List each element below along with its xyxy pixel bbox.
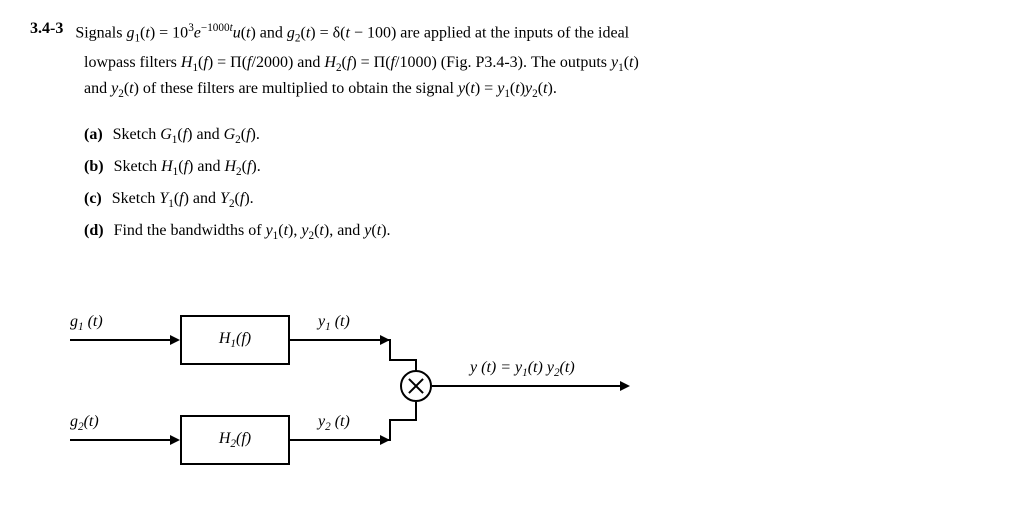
subpart-d-label: (d)	[84, 222, 104, 239]
h2-label: H2(f)	[219, 430, 251, 450]
output-line	[432, 385, 622, 387]
y2-line	[290, 439, 390, 441]
subpart-b-text: Sketch H1(f) and H2(f).	[114, 158, 261, 175]
problem-text-line2: lowpass filters H1(f) = Π(f/2000) and H2…	[84, 51, 994, 77]
filter-box-h1: H1(f)	[180, 315, 290, 365]
subpart-d: (d) Find the bandwidths of y1(t), y2(t),…	[84, 219, 994, 245]
output-label: y (t) = y1(t) y2(t)	[470, 359, 575, 379]
subpart-b-label: (b)	[84, 158, 104, 175]
g1-input-line	[70, 339, 170, 341]
y1-to-mult-hor	[389, 359, 417, 361]
block-diagram: g1 (t) H1(f) y1 (t) g2(t) H2(f) y2 (t) y…	[70, 305, 670, 485]
problem-number: 3.4-3	[30, 20, 63, 38]
filter-box-h2: H2(f)	[180, 415, 290, 465]
subpart-c-label: (c)	[84, 190, 102, 207]
subpart-d-text: Find the bandwidths of y1(t), y2(t), and…	[114, 222, 391, 239]
subpart-b: (b) Sketch H1(f) and H2(f).	[84, 155, 994, 181]
g1-input-arrowhead	[170, 335, 180, 345]
subparts-list: (a) Sketch G1(f) and G2(f). (b) Sketch H…	[84, 123, 994, 245]
g1-label: g1 (t)	[70, 313, 103, 333]
problem-header: 3.4-3 Signals g1(t) = 103e−1000tu(t) and…	[30, 20, 994, 47]
g2-input-line	[70, 439, 170, 441]
g2-input-arrowhead	[170, 435, 180, 445]
y1-label: y1 (t)	[318, 313, 350, 333]
problem-text-line1: Signals g1(t) = 103e−1000tu(t) and g2(t)…	[75, 20, 629, 47]
y2-to-mult-vert2	[415, 402, 417, 421]
subpart-a-text: Sketch G1(f) and G2(f).	[113, 126, 260, 143]
h1-label: H1(f)	[219, 330, 251, 350]
y2-label: y2 (t)	[318, 413, 350, 433]
subpart-a-label: (a)	[84, 126, 103, 143]
subpart-a: (a) Sketch G1(f) and G2(f).	[84, 123, 994, 149]
output-arrowhead	[620, 381, 630, 391]
subpart-c-text: Sketch Y1(f) and Y2(f).	[112, 190, 254, 207]
y1-line	[290, 339, 390, 341]
subpart-c: (c) Sketch Y1(f) and Y2(f).	[84, 187, 994, 213]
y1-to-mult-vert	[389, 339, 391, 359]
y2-to-mult-hor	[389, 419, 417, 421]
g2-label: g2(t)	[70, 413, 99, 433]
y2-to-mult-vert	[389, 419, 391, 441]
multiplier-icon	[400, 370, 432, 402]
problem-text-line3: and y2(t) of these filters are multiplie…	[84, 77, 994, 103]
